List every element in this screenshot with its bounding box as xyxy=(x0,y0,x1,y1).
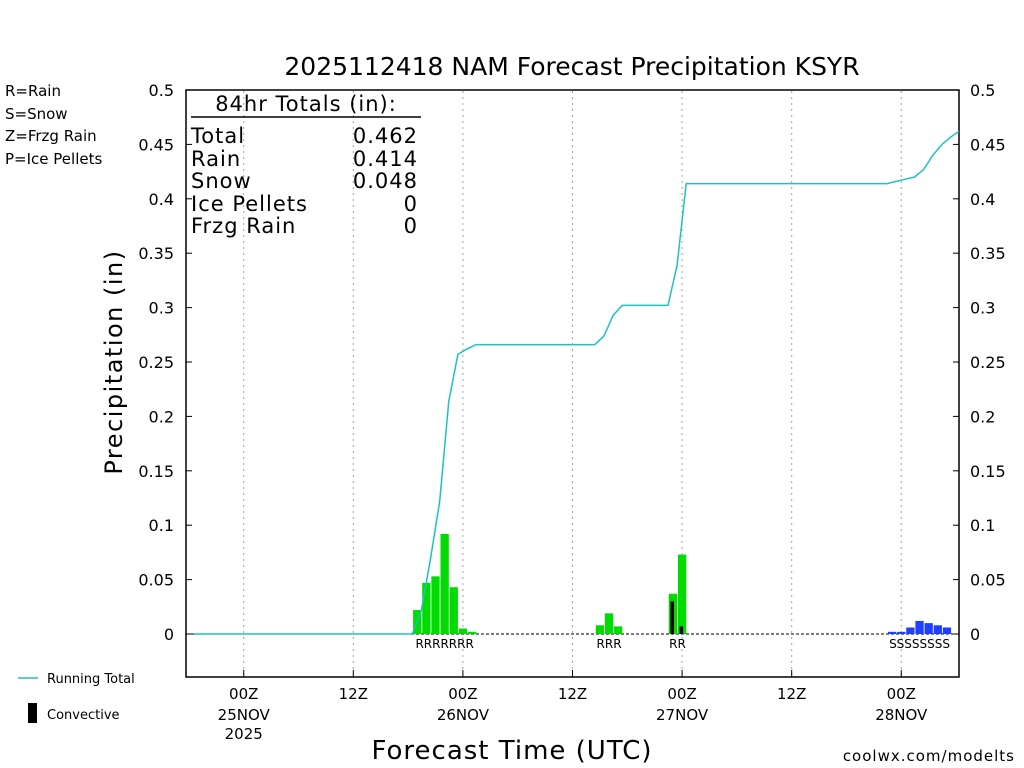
x-axis-label: Forecast Time (UTC) xyxy=(371,736,652,766)
precip-type-marker: RRRRRRR xyxy=(415,637,473,651)
y-tick-label: 0.2 xyxy=(970,407,995,426)
totals-value-ice-pellets: 0 xyxy=(404,192,418,216)
y-tick-label: 0 xyxy=(164,625,174,644)
snow-bar xyxy=(924,623,933,634)
snow-bar xyxy=(942,627,952,634)
x-tick-date: 28NOV xyxy=(875,706,928,724)
convective-bar xyxy=(679,626,684,634)
rain-bar xyxy=(431,576,440,634)
running-total-line xyxy=(194,130,960,635)
y-tick-label: 0.05 xyxy=(970,571,1006,590)
plot-frame xyxy=(185,89,960,678)
y-tick-label: 0.25 xyxy=(138,353,174,372)
x-tick-year: 2025 xyxy=(225,725,263,743)
y-tick-label: 0.15 xyxy=(138,462,174,481)
snow-bar xyxy=(915,620,924,634)
y-tick-label: 0.25 xyxy=(970,353,1006,372)
legend-snow: S=Snow xyxy=(5,105,68,123)
x-tick-label: 12Z xyxy=(777,685,806,703)
totals-label-total: Total xyxy=(190,124,245,148)
y-tick-label: 0.3 xyxy=(970,299,995,318)
rain-bar xyxy=(467,631,477,634)
convective-legend-label: Convective xyxy=(47,708,120,723)
credit-link[interactable]: coolwx.com/modelts xyxy=(843,747,1015,765)
y-tick-label: 0 xyxy=(970,625,980,644)
y-tick-label: 0.35 xyxy=(138,244,174,263)
y-tick-label: 0.45 xyxy=(970,135,1006,154)
rain-bar xyxy=(458,628,468,634)
y-tick-label: 0.4 xyxy=(149,190,174,209)
x-tick-date: 25NOV xyxy=(218,706,271,724)
totals-heading: 84hr Totals (in): xyxy=(215,92,397,116)
convective-bar xyxy=(670,601,674,634)
totals-value-rain: 0.414 xyxy=(353,147,418,171)
chart-title: 2025112418 NAM Forecast Precipitation KS… xyxy=(284,52,859,81)
plot-area: RRRRRRR RRR RR SSSSSSSS xyxy=(185,89,960,678)
totals-value-snow: 0.048 xyxy=(353,169,418,193)
y-axis-label: Precipitation (in) xyxy=(100,249,128,474)
totals-label-rain: Rain xyxy=(191,147,241,171)
y-tick-label: 0.1 xyxy=(149,516,174,535)
snow-bar xyxy=(933,625,942,634)
y-tick-label: 0.3 xyxy=(149,299,174,318)
x-tick-label: 00Z xyxy=(887,685,916,703)
y-tick-label: 0.45 xyxy=(138,135,174,154)
grid-lines xyxy=(243,91,902,676)
y-tick-label: 0.1 xyxy=(970,516,995,535)
y-tick-label: 0.15 xyxy=(970,462,1006,481)
x-tick-label: 00Z xyxy=(448,685,477,703)
rain-bar xyxy=(422,582,431,634)
totals-value-frzg-rain: 0 xyxy=(404,214,418,238)
y-tick-label: 0.35 xyxy=(970,244,1006,263)
rain-bar xyxy=(449,587,458,634)
totals-value-total: 0.462 xyxy=(353,124,418,148)
snow-bar xyxy=(897,631,906,634)
y-tick-label: 0.5 xyxy=(149,81,174,100)
y-tick-label: 0.2 xyxy=(149,407,174,426)
y-tick-label: 0.4 xyxy=(970,190,995,209)
totals-label-ice-pellets: Ice Pellets xyxy=(191,192,308,216)
precip-type-marker: RRR xyxy=(597,637,622,651)
running-total-polyline xyxy=(194,130,960,635)
running-total-legend-label: Running Total xyxy=(47,672,135,687)
y-tick-label: 0.5 xyxy=(970,81,995,100)
legend-ice-pellets: P=Ice Pellets xyxy=(5,150,102,168)
rain-bar xyxy=(604,613,614,634)
y-tick-label: 0.05 xyxy=(138,571,174,590)
snow-bar xyxy=(906,627,915,634)
y-ticks-left: 0.5 0.45 0.4 0.35 0.3 0.25 0.2 0.15 0.1 0.05 0 xyxy=(138,81,192,644)
legend-frzg-rain: Z=Frzg Rain xyxy=(5,127,97,145)
x-tick-date: 26NOV xyxy=(437,706,490,724)
x-tick-label: 00Z xyxy=(229,685,258,703)
legend-bottom: Running Total Convective xyxy=(18,672,135,723)
rain-bar xyxy=(440,533,449,634)
totals-label-snow: Snow xyxy=(191,169,252,193)
x-tick-label: 12Z xyxy=(339,685,368,703)
legend-top: R=Rain S=Snow Z=Frzg Rain P=Ice Pellets xyxy=(5,82,102,168)
x-tick-date: 27NOV xyxy=(656,706,709,724)
rain-bar xyxy=(595,625,605,634)
type-markers: RRRRRRR RRR RR SSSSSSSS xyxy=(415,637,950,651)
rain-bar xyxy=(677,554,687,634)
x-tick-label: 00Z xyxy=(667,685,696,703)
rain-bar xyxy=(614,626,623,634)
snow-bar xyxy=(887,631,897,634)
legend-rain: R=Rain xyxy=(5,82,61,100)
totals-box: 84hr Totals (in): Total 0.462 Rain 0.414… xyxy=(190,92,421,238)
precip-type-marker: SSSSSSSS xyxy=(889,637,950,651)
y-ticks-right: 0.5 0.45 0.4 0.35 0.3 0.25 0.2 0.15 0.1 0.05 0 xyxy=(953,81,1006,644)
x-tick-label: 12Z xyxy=(558,685,587,703)
totals-label-frzg-rain: Frzg Rain xyxy=(191,214,296,238)
precip-type-marker: RR xyxy=(669,637,686,651)
convective-legend-swatch xyxy=(28,703,37,723)
